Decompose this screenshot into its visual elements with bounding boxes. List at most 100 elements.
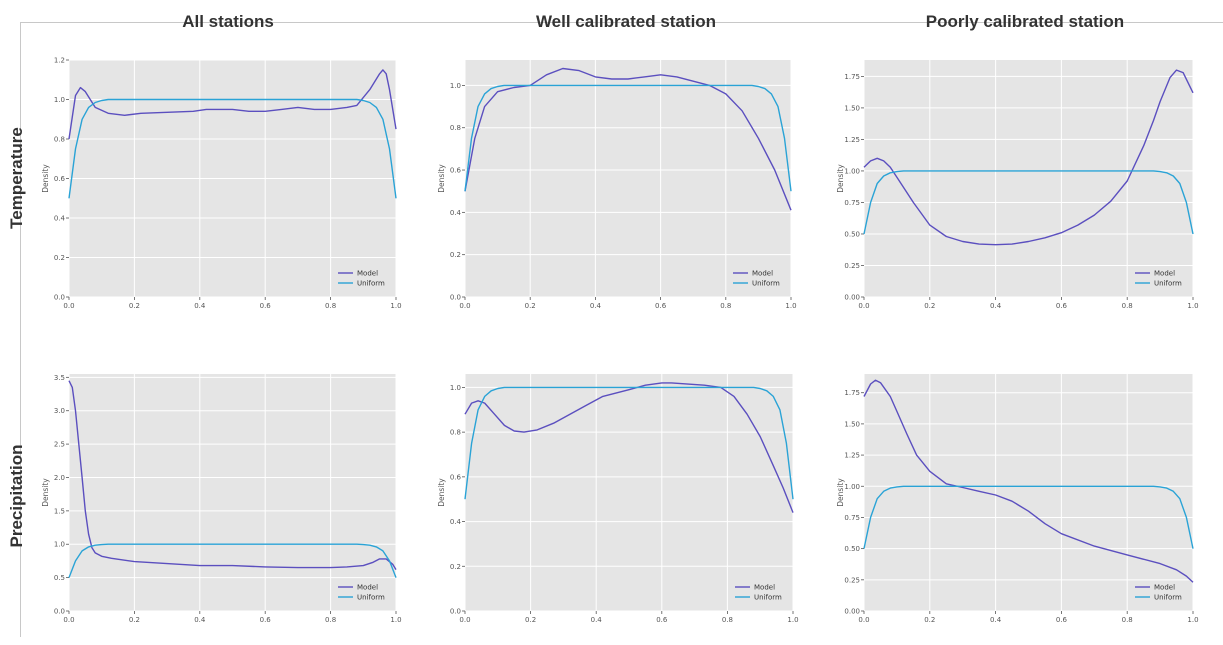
chart-temperature-all-stations-xtick-label-4: 0.8	[325, 302, 336, 310]
chart-temperature-poorly-calibrated-station-series-uniform	[863, 170, 1194, 235]
chart-precipitation-poorly-calibrated-station-series-uniform	[863, 485, 1194, 549]
column-title-all-stations: All stations	[182, 12, 274, 31]
chart-temperature-poorly-calibrated-station-xtick-label-3: 0.6	[1056, 302, 1068, 310]
chart-temperature-poorly-calibrated-station-ytick-label-0: 0.00	[844, 294, 860, 302]
chart-temperature-well-calibrated-station-ylabel: Density	[437, 164, 446, 193]
chart-temperature-all-stations-series-model	[68, 69, 397, 140]
chart-temperature-all-stations-ytick-label-2: 0.4	[54, 215, 66, 223]
chart-temperature-all-stations-xtick-label-3: 0.6	[260, 302, 272, 310]
chart-temperature-poorly-calibrated-station-xtick-label-0: 0.0	[858, 302, 869, 310]
chart-precipitation-all-stations-legend-label-model: Model	[357, 584, 378, 592]
chart-temperature-all-stations-xtick-label-2: 0.4	[194, 302, 206, 310]
column-title-well-calibrated: Well calibrated station	[535, 12, 717, 31]
chart-temperature-well-calibrated-station-ytick-label-3: 0.6	[450, 167, 462, 175]
chart-precipitation-poorly-calibrated-station-xtick-label-3: 0.6	[1056, 616, 1068, 624]
chart-precipitation-all-stations-ytick-label-3: 1.5	[54, 507, 65, 515]
chart-precipitation-all-stations: 0.0 0.2 0.4 0.6 0.8 1.0 0.0 0.5 1.0 1.5 2.0 2.5 3.0 3…	[41, 374, 402, 624]
chart-temperature-all-stations-ylabel: Density	[41, 164, 50, 193]
chart-precipitation-all-stations-ytick-label-4: 2.0	[54, 474, 65, 482]
chart-temperature-all-stations-xtick-label-1: 0.2	[129, 302, 140, 310]
chart-temperature-all-stations: 0.0 0.2 0.4 0.6 0.8 1.0 0.0 0.2 0.4 0.6 0.8 1.0 1.2 D…	[41, 57, 402, 311]
chart-precipitation-well-calibrated-station-series-model	[464, 382, 794, 513]
chart-temperature-well-calibrated-station-xtick-label-3: 0.6	[655, 302, 667, 310]
chart-temperature-well-calibrated-station-ytick-label-2: 0.4	[450, 209, 462, 217]
chart-precipitation-all-stations-ytick-label-0: 0.0	[54, 608, 65, 616]
chart-precipitation-all-stations-xtick-label-2: 0.4	[194, 616, 206, 624]
chart-precipitation-all-stations-legend-label-uniform: Uniform	[357, 594, 385, 602]
chart-precipitation-poorly-calibrated-station-ytick-label-1: 0.25	[844, 576, 860, 584]
chart-temperature-well-calibrated-station-xtick-label-5: 1.0	[785, 302, 796, 310]
chart-precipitation-poorly-calibrated-station-xtick-label-1: 0.2	[924, 616, 935, 624]
chart-precipitation-poorly-calibrated-station-xtick-label-5: 1.0	[1187, 616, 1198, 624]
chart-temperature-poorly-calibrated-station-legend-label-model: Model	[1154, 270, 1175, 278]
chart-precipitation-well-calibrated-station-xtick-label-0: 0.0	[459, 616, 470, 624]
chart-temperature-well-calibrated-station-xtick-label-4: 0.8	[720, 302, 731, 310]
chart-temperature-poorly-calibrated-station-legend-label-uniform: Uniform	[1154, 280, 1182, 288]
chart-temperature-well-calibrated-station-legend-label-model: Model	[752, 270, 773, 278]
chart-precipitation-well-calibrated-station-ytick-label-3: 0.6	[450, 473, 462, 481]
chart-temperature-well-calibrated-station-xtick-label-1: 0.2	[525, 302, 536, 310]
frame-top-line	[20, 22, 1223, 23]
chart-temperature-all-stations-series-uniform	[68, 98, 397, 199]
chart-temperature-poorly-calibrated-station-xtick-label-2: 0.4	[990, 302, 1002, 310]
chart-temperature-poorly-calibrated-station-ytick-label-1: 0.25	[844, 262, 860, 270]
chart-temperature-all-stations-xtick-label-5: 1.0	[390, 302, 401, 310]
chart-temperature-poorly-calibrated-station-ytick-label-6: 1.50	[844, 104, 860, 112]
chart-precipitation-all-stations-ytick-label-6: 3.0	[54, 407, 65, 415]
column-title-poorly-calibrated: Poorly calibrated station	[925, 12, 1125, 31]
chart-precipitation-poorly-calibrated-station-ytick-label-7: 1.75	[844, 389, 860, 397]
chart-precipitation-well-calibrated-station-xtick-label-2: 0.4	[591, 616, 603, 624]
chart-temperature-all-stations-xtick-label-0: 0.0	[63, 302, 74, 310]
chart-temperature-well-calibrated-station-plot-area	[465, 60, 791, 297]
chart-temperature-poorly-calibrated-station-xtick-label-1: 0.2	[924, 302, 935, 310]
chart-precipitation-all-stations-series-uniform	[68, 543, 397, 578]
chart-precipitation-all-stations-xtick-label-4: 0.8	[325, 616, 336, 624]
chart-temperature-well-calibrated-station: 0.0 0.2 0.4 0.6 0.8 1.0 0.0 0.2 0.4 0.6 0.8 1.0 Dens…	[437, 60, 797, 310]
chart-precipitation-poorly-calibrated-station-series-model	[863, 379, 1194, 583]
chart-precipitation-all-stations-xtick-label-1: 0.2	[129, 616, 140, 624]
chart-precipitation-well-calibrated-station-series-uniform	[464, 386, 794, 500]
chart-precipitation-well-calibrated-station-ylabel: Density	[437, 478, 446, 507]
chart-precipitation-poorly-calibrated-station-ytick-label-2: 0.50	[844, 545, 860, 553]
chart-temperature-poorly-calibrated-station-ytick-label-7: 1.75	[844, 73, 860, 81]
chart-precipitation-well-calibrated-station-legend-label-uniform: Uniform	[754, 594, 782, 602]
chart-temperature-poorly-calibrated-station-ytick-label-4: 1.00	[844, 167, 860, 175]
chart-precipitation-well-calibrated-station-xtick-label-5: 1.0	[787, 616, 798, 624]
chart-precipitation-poorly-calibrated-station-xtick-label-4: 0.8	[1122, 616, 1133, 624]
chart-temperature-all-stations-ytick-label-4: 0.8	[54, 136, 65, 144]
chart-precipitation-poorly-calibrated-station-legend-label-uniform: Uniform	[1154, 594, 1182, 602]
chart-precipitation-poorly-calibrated-station-ytick-label-4: 1.00	[844, 483, 860, 491]
chart-precipitation-all-stations-ytick-label-1: 0.5	[54, 574, 65, 582]
chart-precipitation-well-calibrated-station-legend-label-model: Model	[754, 584, 775, 592]
chart-precipitation-all-stations-ylabel: Density	[41, 478, 50, 507]
chart-precipitation-well-calibrated-station-plot-area	[465, 374, 793, 611]
chart-temperature-well-calibrated-station-legend-label-uniform: Uniform	[752, 280, 780, 288]
chart-precipitation-well-calibrated-station-xtick-label-1: 0.2	[525, 616, 536, 624]
chart-temperature-all-stations-legend-label-model: Model	[357, 270, 378, 278]
chart-temperature-all-stations-ytick-label-5: 1.0	[54, 96, 65, 104]
chart-precipitation-poorly-calibrated-station-ylabel: Density	[836, 478, 845, 507]
chart-precipitation-poorly-calibrated-station-xtick-label-2: 0.4	[990, 616, 1002, 624]
chart-temperature-poorly-calibrated-station: 0.0 0.2 0.4 0.6 0.8 1.0 0.00 0.25 0.50 0.75 1.00 1.…	[836, 60, 1199, 310]
chart-precipitation-well-calibrated-station-ytick-label-5: 1.0	[450, 384, 461, 392]
frame-left-line	[20, 22, 21, 637]
chart-precipitation-poorly-calibrated-station-ytick-label-6: 1.50	[844, 420, 860, 428]
chart-temperature-all-stations-legend-label-uniform: Uniform	[357, 280, 385, 288]
chart-temperature-well-calibrated-station-xtick-label-2: 0.4	[590, 302, 602, 310]
chart-temperature-poorly-calibrated-station-ytick-label-5: 1.25	[844, 136, 860, 144]
chart-temperature-poorly-calibrated-station-series-model	[863, 69, 1194, 246]
chart-temperature-all-stations-ytick-label-1: 0.2	[54, 254, 65, 262]
chart-precipitation-all-stations-series-model	[68, 380, 397, 570]
chart-temperature-well-calibrated-station-ytick-label-1: 0.2	[450, 251, 461, 259]
chart-temperature-all-stations-ytick-label-3: 0.6	[54, 175, 66, 183]
chart-temperature-all-stations-ytick-label-6: 1.2	[54, 57, 65, 65]
chart-temperature-well-calibrated-station-xtick-label-0: 0.0	[459, 302, 470, 310]
chart-precipitation-all-stations-ytick-label-2: 1.0	[54, 541, 65, 549]
chart-precipitation-well-calibrated-station-ytick-label-2: 0.4	[450, 518, 462, 526]
chart-precipitation-poorly-calibrated-station: 0.0 0.2 0.4 0.6 0.8 1.0 0.00 0.25 0.50 0.75 1.00 1.…	[836, 374, 1199, 624]
chart-temperature-poorly-calibrated-station-xtick-label-4: 0.8	[1122, 302, 1133, 310]
chart-temperature-poorly-calibrated-station-plot-area	[864, 60, 1193, 297]
chart-temperature-well-calibrated-station-ytick-label-0: 0.0	[450, 294, 461, 302]
chart-precipitation-all-stations-ytick-label-7: 3.5	[54, 374, 65, 382]
